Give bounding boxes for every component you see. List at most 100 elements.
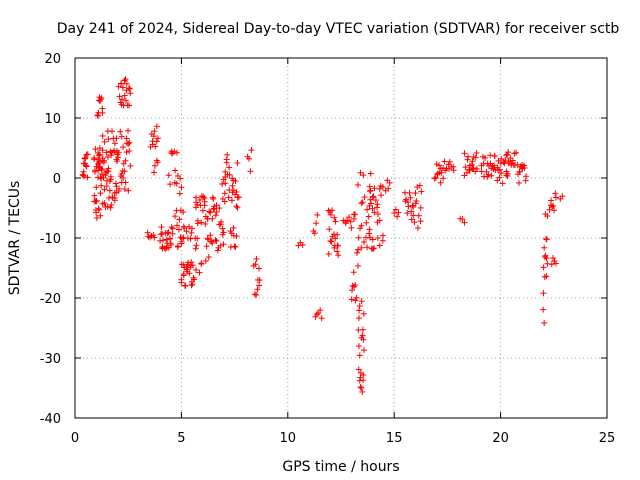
- data-point: [192, 204, 199, 211]
- data-point: [232, 178, 239, 185]
- data-point: [150, 133, 157, 140]
- data-point: [352, 211, 359, 218]
- data-point: [544, 260, 551, 267]
- data-point: [404, 210, 411, 217]
- data-point: [488, 172, 495, 179]
- data-point: [219, 181, 226, 188]
- data-point: [474, 165, 481, 172]
- data-point: [358, 298, 365, 305]
- data-point: [234, 159, 241, 166]
- data-point: [541, 254, 548, 261]
- data-point: [491, 152, 498, 159]
- data-point: [104, 203, 111, 210]
- data-point: [212, 212, 219, 219]
- data-point: [353, 249, 360, 256]
- data-point: [175, 226, 182, 233]
- data-point: [559, 193, 566, 200]
- data-point: [83, 163, 90, 170]
- data-point: [406, 189, 413, 196]
- data-point: [334, 248, 341, 255]
- data-point: [174, 243, 181, 250]
- data-point: [314, 211, 321, 218]
- data-point: [154, 159, 161, 166]
- data-point: [105, 168, 112, 175]
- data-point: [369, 236, 376, 243]
- data-point: [521, 162, 528, 169]
- data-point: [346, 214, 353, 221]
- data-point: [552, 260, 559, 267]
- data-point: [347, 218, 354, 225]
- data-point: [313, 220, 320, 227]
- data-point: [144, 229, 151, 236]
- data-point: [167, 242, 174, 249]
- data-point: [153, 123, 160, 130]
- data-point: [153, 138, 160, 145]
- data-point: [113, 135, 120, 142]
- data-point: [515, 179, 522, 186]
- data-point: [204, 235, 211, 242]
- data-point: [189, 281, 196, 288]
- data-point: [172, 167, 179, 174]
- data-point: [504, 170, 511, 177]
- data-point: [152, 143, 159, 150]
- data-point: [220, 229, 227, 236]
- data-point: [176, 190, 183, 197]
- data-point: [164, 230, 171, 237]
- data-point: [299, 241, 306, 248]
- data-point: [122, 76, 129, 83]
- data-point: [470, 164, 477, 171]
- data-point: [207, 209, 214, 216]
- data-point: [552, 190, 559, 197]
- data-point: [200, 193, 207, 200]
- data-point: [408, 216, 415, 223]
- data-point: [364, 244, 371, 251]
- data-point: [107, 176, 114, 183]
- data-point: [395, 209, 402, 216]
- data-point: [115, 83, 122, 90]
- data-point: [232, 243, 239, 250]
- data-point: [99, 147, 106, 154]
- data-point: [436, 162, 443, 169]
- data-point: [355, 246, 362, 253]
- data-point: [178, 240, 185, 247]
- data-point: [214, 247, 221, 254]
- data-point: [168, 224, 175, 231]
- data-point: [350, 215, 357, 222]
- data-point: [117, 128, 124, 135]
- data-point: [178, 184, 185, 191]
- data-point: [151, 162, 158, 169]
- data-point: [431, 175, 438, 182]
- data-point: [494, 177, 501, 184]
- data-point: [355, 315, 362, 322]
- data-point: [122, 179, 129, 186]
- data-point: [154, 135, 161, 142]
- data-point: [551, 207, 558, 214]
- data-point: [190, 274, 197, 281]
- data-point: [222, 180, 229, 187]
- data-point: [550, 202, 557, 209]
- data-point: [165, 172, 172, 179]
- data-point: [505, 149, 512, 156]
- data-point: [150, 169, 157, 176]
- data-point: [157, 237, 164, 244]
- data-point: [371, 185, 378, 192]
- data-point: [251, 291, 258, 298]
- data-point: [98, 94, 105, 101]
- y-tick-label: -30: [40, 352, 61, 367]
- data-point: [374, 211, 381, 218]
- data-point: [357, 384, 364, 391]
- data-point: [378, 192, 385, 199]
- data-point: [356, 352, 363, 359]
- data-point: [369, 205, 376, 212]
- data-point: [96, 151, 103, 158]
- data-point: [111, 140, 118, 147]
- data-point: [93, 209, 100, 216]
- data-point: [186, 270, 193, 277]
- data-point: [550, 255, 557, 262]
- data-point: [516, 168, 523, 175]
- data-point: [491, 162, 498, 169]
- data-point: [367, 200, 374, 207]
- data-point: [125, 127, 132, 134]
- data-point: [326, 226, 333, 233]
- data-point: [119, 84, 126, 91]
